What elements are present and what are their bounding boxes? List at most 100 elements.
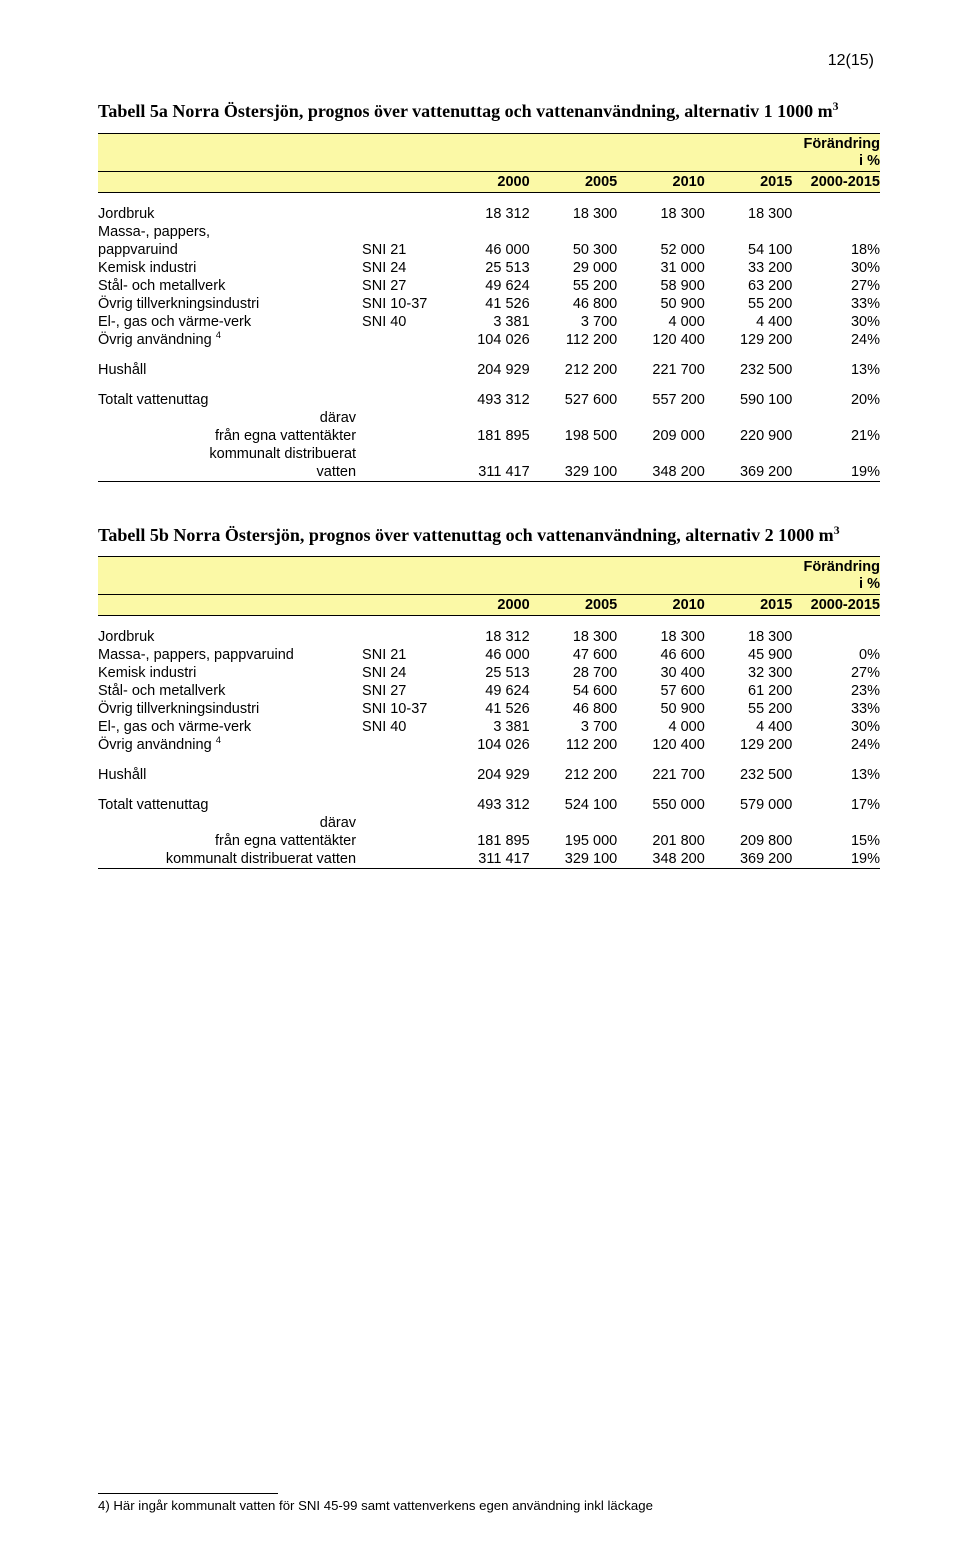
cell: 46 800: [530, 700, 618, 718]
cell: 18 300: [530, 205, 618, 223]
sni: SNI 24: [356, 259, 442, 277]
cell: 221 700: [617, 361, 705, 379]
col-2010: 2010: [617, 171, 705, 192]
cell: 181 895: [442, 427, 530, 445]
cell: 27%: [792, 664, 880, 682]
row-label: därav: [98, 814, 356, 832]
table5a-caption: Tabell 5a Norra Östersjön, prognos över …: [98, 100, 880, 123]
col-change-bot: i %: [792, 153, 880, 172]
table-row: Totalt vattenuttag 493 312 527 600 557 2…: [98, 391, 880, 409]
cell: 18 300: [705, 628, 793, 646]
cell: 17%: [792, 796, 880, 814]
cell: 329 100: [530, 463, 618, 482]
cell: 120 400: [617, 736, 705, 754]
table-row: från egna vattentäkter 181 895 198 500 2…: [98, 427, 880, 445]
cell: 212 200: [530, 766, 618, 784]
footnote: 4) Här ingår kommunalt vatten för SNI 45…: [98, 1493, 653, 1513]
table-row: kommunalt distribuerat: [98, 445, 880, 463]
cell: 3 700: [530, 718, 618, 736]
cell: 32 300: [705, 664, 793, 682]
footnote-rule: [98, 1493, 278, 1494]
cell: 550 000: [617, 796, 705, 814]
cell: 4 400: [705, 718, 793, 736]
cell: 195 000: [530, 832, 618, 850]
col-2000: 2000: [442, 595, 530, 616]
cell: 369 200: [705, 850, 793, 869]
label-text: Övrig användning: [98, 332, 216, 348]
cell: 590 100: [705, 391, 793, 409]
cell: 31 000: [617, 259, 705, 277]
table-row: Kemisk industri SNI 24 25 513 28 700 30 …: [98, 664, 880, 682]
table-row: Övrig användning 4 104 026 112 200 120 4…: [98, 736, 880, 754]
row-label: Hushåll: [98, 361, 356, 379]
row-label: vatten: [98, 463, 356, 482]
row-label: Massa-, pappers, pappvaruind: [98, 646, 356, 664]
cell: 524 100: [530, 796, 618, 814]
cell: 4 000: [617, 313, 705, 331]
cell: 3 700: [530, 313, 618, 331]
cell: 232 500: [705, 361, 793, 379]
cell: 198 500: [530, 427, 618, 445]
cell: 23%: [792, 682, 880, 700]
cell: 27%: [792, 277, 880, 295]
col-2000: 2000: [442, 171, 530, 192]
cell: 204 929: [442, 766, 530, 784]
cell: 348 200: [617, 463, 705, 482]
page-number: 12(15): [828, 52, 874, 70]
cell: 181 895: [442, 832, 530, 850]
footnote-ref: 4: [216, 734, 221, 745]
col-change-bot: i %: [792, 576, 880, 595]
cell: 204 929: [442, 361, 530, 379]
cell: 209 800: [705, 832, 793, 850]
caption-sup: 3: [834, 524, 840, 537]
cell: 18 300: [705, 205, 793, 223]
footnote-text: 4) Här ingår kommunalt vatten för SNI 45…: [98, 1498, 653, 1513]
cell: 46 000: [442, 241, 530, 259]
cell: 46 000: [442, 646, 530, 664]
label-text: Övrig användning: [98, 737, 216, 753]
row-label: pappvaruind: [98, 241, 356, 259]
table-row: Stål- och metallverk SNI 27 49 624 55 20…: [98, 277, 880, 295]
cell: 24%: [792, 736, 880, 754]
cell: 329 100: [530, 850, 618, 869]
cell: 4 000: [617, 718, 705, 736]
cell: 21%: [792, 427, 880, 445]
cell: 33 200: [705, 259, 793, 277]
row-label: Övrig tillverkningsindustri: [98, 295, 356, 313]
cell: 4 400: [705, 313, 793, 331]
cell: 18 300: [530, 628, 618, 646]
table-5b: Förändring i % 2000 2005 2010 2015 2000-…: [98, 556, 880, 869]
cell: 104 026: [442, 736, 530, 754]
row-label: Övrig användning 4: [98, 331, 356, 349]
table-row: kommunalt distribuerat vatten 311 417 32…: [98, 850, 880, 869]
cell: 61 200: [705, 682, 793, 700]
cell: 28 700: [530, 664, 618, 682]
cell: 120 400: [617, 331, 705, 349]
caption-text: Tabell 5a Norra Östersjön, prognos över …: [98, 101, 833, 121]
row-label: kommunalt distribuerat vatten: [98, 850, 356, 869]
cell: 49 624: [442, 682, 530, 700]
table-row: pappvaruind SNI 21 46 000 50 300 52 000 …: [98, 241, 880, 259]
cell: 13%: [792, 361, 880, 379]
cell: 3 381: [442, 313, 530, 331]
cell: 58 900: [617, 277, 705, 295]
col-range: 2000-2015: [792, 171, 880, 192]
cell: 557 200: [617, 391, 705, 409]
cell: 30%: [792, 313, 880, 331]
cell: 221 700: [617, 766, 705, 784]
caption-sup: 3: [833, 100, 839, 113]
cell: 527 600: [530, 391, 618, 409]
row-label: Jordbruk: [98, 628, 356, 646]
table-row: Jordbruk 18 312 18 300 18 300 18 300: [98, 205, 880, 223]
cell: 104 026: [442, 331, 530, 349]
row-label: Stål- och metallverk: [98, 277, 356, 295]
table-row: Hushåll 204 929 212 200 221 700 232 500 …: [98, 361, 880, 379]
row-label: Övrig användning 4: [98, 736, 356, 754]
cell: 33%: [792, 700, 880, 718]
cell: 55 200: [530, 277, 618, 295]
cell: 29 000: [530, 259, 618, 277]
table-row: Kemisk industri SNI 24 25 513 29 000 31 …: [98, 259, 880, 277]
cell: 54 100: [705, 241, 793, 259]
row-label: Totalt vattenuttag: [98, 391, 356, 409]
cell: 45 900: [705, 646, 793, 664]
